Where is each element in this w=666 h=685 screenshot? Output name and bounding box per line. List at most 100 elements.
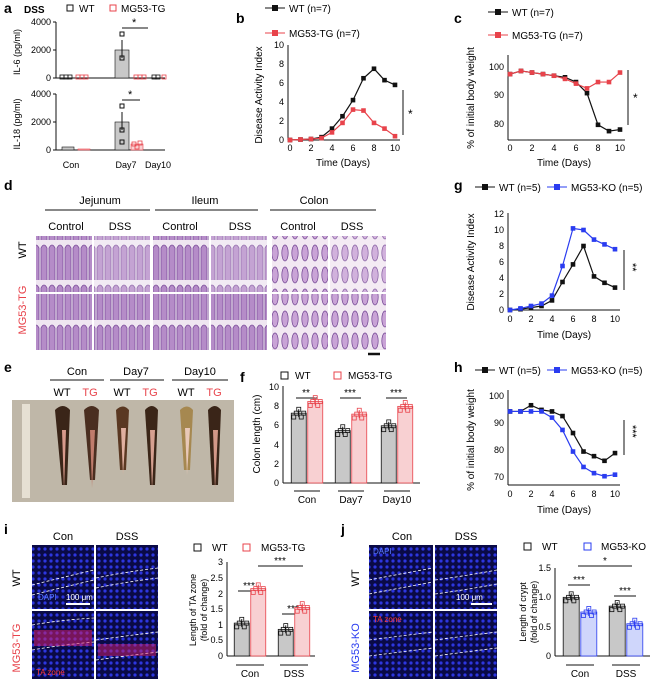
panel-e: e Con Day7 Day10 WT TG WT TG WT TG	[4, 359, 234, 502]
tick-label: 6	[570, 314, 575, 324]
legend-wt-marker	[193, 543, 202, 552]
tick-label: 2	[529, 143, 534, 153]
significance-star: **	[302, 388, 310, 399]
tick-label: 0	[507, 143, 512, 153]
data-point	[570, 262, 576, 267]
significance-star: *	[633, 91, 638, 105]
tick-label: 0.5	[538, 622, 551, 632]
section-title: Colon	[300, 195, 329, 207]
data-point	[549, 409, 555, 414]
tick-label: 4	[549, 314, 554, 324]
data-point	[236, 620, 242, 626]
fluorescence-image	[435, 611, 497, 679]
data-point	[571, 598, 577, 604]
data-point	[612, 285, 618, 290]
data-point	[562, 76, 568, 82]
tick-label: 8	[279, 59, 284, 69]
legend-tg: MG53-TG (n=7)	[289, 29, 360, 40]
tick-label: 10	[390, 143, 400, 153]
tick-label: 4	[551, 143, 556, 153]
legend-wt-marker	[523, 542, 532, 551]
y-axis-label: Length of TA zone	[188, 574, 198, 646]
data-point	[584, 86, 590, 91]
data-point	[581, 227, 586, 233]
histology-image	[272, 294, 328, 350]
significance-star: ***	[243, 581, 255, 592]
bar	[290, 412, 307, 484]
legend-wt: WT	[79, 4, 95, 15]
tick-label: 10	[269, 382, 279, 392]
data-point	[606, 128, 612, 134]
tick-label: 0.5	[210, 635, 223, 645]
row-label-wt: WT	[11, 569, 23, 586]
tick-label: 8	[591, 489, 596, 499]
legend-wt: WT (n=5)	[499, 183, 541, 194]
data-point	[602, 280, 607, 286]
bar	[397, 405, 414, 484]
data-point	[337, 428, 343, 434]
genotype-label: TG	[142, 387, 157, 399]
significance-star: ***	[626, 425, 638, 439]
bar	[307, 401, 324, 484]
data-point	[560, 263, 565, 269]
data-point	[383, 423, 389, 429]
data-point	[371, 66, 377, 72]
data-point	[260, 586, 266, 592]
data-point	[583, 609, 589, 615]
series-line	[289, 67, 396, 141]
data-point	[581, 464, 586, 470]
data-point	[602, 242, 607, 247]
legend-wt: WT (n=7)	[512, 8, 554, 19]
data-point	[602, 458, 607, 464]
legend-tg-marker	[333, 371, 342, 380]
data-point	[560, 413, 565, 419]
panel-label: e	[4, 359, 12, 375]
data-point	[637, 621, 643, 627]
panel-label: f	[240, 369, 245, 385]
data-point	[402, 400, 408, 405]
significance-star: **	[626, 263, 638, 272]
data-point	[329, 126, 335, 131]
data-point	[539, 409, 544, 414]
data-point	[351, 415, 357, 421]
histology-image	[36, 294, 92, 350]
x-axis-label: Time (Days)	[537, 330, 591, 341]
data-point	[317, 399, 323, 404]
wt-points-baseline	[59, 74, 161, 80]
significance-star: *	[603, 556, 607, 567]
y-axis-label: IL-6 (pg/ml)	[12, 29, 22, 75]
bar	[580, 611, 598, 657]
data-point	[397, 407, 403, 413]
column-label: Control	[162, 221, 197, 233]
tick-label: DSS	[616, 669, 637, 680]
tick-label: 4	[279, 97, 284, 107]
legend-wt: WT	[212, 543, 228, 554]
tick-label: 8	[274, 401, 279, 411]
data-point	[288, 626, 294, 632]
panel-label: a	[4, 0, 12, 16]
data-point	[568, 591, 574, 597]
panel-label: b	[236, 10, 245, 26]
column-label: Con	[53, 531, 73, 543]
data-point	[382, 126, 387, 131]
tick-label: Con	[241, 669, 259, 680]
panel-i: i Con DSS WT MG53-TG DAPI 100 μm TA zone…	[4, 521, 315, 680]
crypt-outline	[368, 567, 498, 657]
data-point	[386, 419, 392, 425]
data-point	[361, 411, 367, 417]
histology-image	[330, 236, 386, 292]
x-axis-label: Time (Days)	[537, 158, 591, 169]
data-point	[297, 605, 303, 610]
column-label: DSS	[341, 221, 364, 233]
data-point	[591, 470, 597, 476]
significance-star: ***	[287, 604, 299, 615]
tick-label: Day10	[383, 495, 412, 506]
ta-zone-label: TA zone	[373, 615, 402, 624]
data-point	[400, 403, 406, 409]
data-point	[119, 31, 125, 37]
data-point	[591, 453, 597, 459]
tick-label: 2	[499, 289, 504, 299]
data-point	[528, 402, 534, 408]
data-point	[356, 407, 362, 413]
